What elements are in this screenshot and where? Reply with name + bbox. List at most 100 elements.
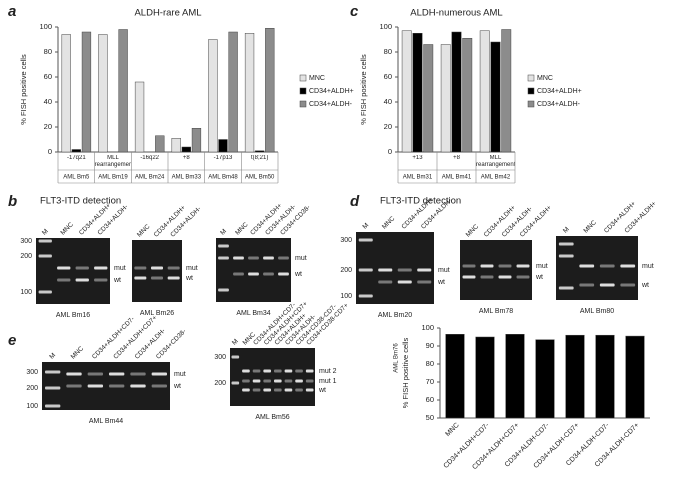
chart-title: ALDH-numerous AML [410, 8, 502, 19]
gel-band [248, 256, 259, 260]
y-tick-label: 90 [426, 341, 434, 350]
y-tick-label: 60 [384, 72, 392, 81]
gel-band [108, 384, 125, 388]
bar [412, 33, 423, 153]
bar [505, 334, 525, 419]
y-tick-label: 80 [384, 47, 392, 56]
y-tick-label: 80 [426, 359, 434, 368]
gel-band [305, 388, 314, 392]
gel-band [134, 266, 147, 270]
chart-title: ALDH-rare AML [134, 8, 201, 19]
legend-swatch [527, 74, 535, 82]
band-label: wt [535, 274, 543, 281]
gel-band [44, 404, 61, 408]
gel-image [36, 238, 110, 304]
bar [625, 335, 645, 419]
gel-image [216, 238, 291, 302]
gel-band [558, 254, 574, 258]
bar [218, 139, 228, 153]
bar [479, 30, 490, 153]
gel-band [231, 355, 240, 359]
gel-band [233, 256, 244, 260]
group-label: AML Bm24 [135, 175, 165, 181]
bar [451, 31, 462, 153]
gel-band [295, 388, 303, 392]
y-tick-label: 0 [48, 147, 52, 156]
group-label: AML Bm33 [172, 175, 202, 181]
y-axis-label: % FISH positive cells [401, 338, 410, 409]
bar [98, 34, 108, 153]
ladder-label: 100 [340, 293, 352, 300]
band-label: wt [318, 387, 326, 394]
panel-letter: a [8, 3, 16, 20]
bar [401, 30, 412, 153]
band-label: wt [185, 275, 193, 282]
gel-band [620, 283, 636, 287]
gel-band [248, 272, 259, 276]
gel-band [75, 278, 89, 282]
gel-band [273, 379, 282, 383]
band-label: mut [438, 267, 450, 274]
gel-band [263, 256, 274, 260]
x-tick-label-box: -17q21 [67, 155, 86, 161]
gel-band [305, 379, 314, 383]
band-label: mut 2 [319, 368, 337, 375]
y-tick-label: 100 [39, 22, 52, 31]
band-label: mut [186, 265, 198, 272]
lane-label: CD34+ALDH- [169, 205, 202, 238]
gel-band [38, 290, 52, 294]
bar [118, 29, 128, 153]
lane-label: M [41, 228, 50, 237]
band-label: wt [294, 271, 302, 278]
bar [155, 135, 165, 153]
bar [490, 41, 501, 153]
lane-label: MNC [381, 215, 397, 231]
gel-band [417, 280, 432, 284]
gel-band [231, 381, 240, 385]
panel-title: FLT3-ITD detection [40, 196, 121, 207]
gel-band [130, 372, 146, 376]
y-tick-label: 60 [44, 72, 52, 81]
lane-label: MNC [234, 221, 250, 237]
gel-band [151, 372, 168, 376]
gel-band [397, 268, 412, 272]
band-label: mut [536, 263, 548, 270]
gel-band [417, 268, 432, 272]
bar [595, 334, 615, 419]
gel-band [498, 264, 512, 268]
gel-band [167, 276, 180, 280]
bar [501, 29, 512, 153]
gel-band [462, 264, 476, 268]
ladder-label: 300 [20, 238, 32, 245]
gel-band [167, 266, 180, 270]
bar [475, 336, 495, 419]
panel-letter: c [350, 3, 359, 20]
gel-band [134, 276, 147, 280]
x-tick-label: +8 [453, 155, 460, 161]
gel-image [230, 348, 315, 406]
ladder-label: 200 [26, 385, 38, 392]
sample-label: AML Bm78 [479, 308, 513, 315]
bar [171, 138, 181, 153]
y-tick-label: 20 [44, 122, 52, 131]
ladder-label: 200 [20, 253, 32, 260]
gel-band [378, 280, 393, 284]
ladder-label: 200 [340, 267, 352, 274]
legend-label: CD34+ALDH- [537, 101, 581, 108]
x-tick-label: MLL rearrangement [94, 155, 132, 168]
gel-image [42, 362, 170, 410]
y-tick-label: 40 [384, 97, 392, 106]
group-label: AML Bm50 [245, 175, 275, 181]
x-tick-label: +13 [412, 155, 423, 161]
lane-label: M [231, 338, 240, 347]
lane-label: MNC [136, 223, 152, 239]
gel-band [480, 275, 494, 279]
x-tick-label: -17p13 [213, 155, 233, 161]
gel-band [218, 244, 229, 248]
gel-band [558, 242, 574, 246]
band-label: wt [173, 383, 181, 390]
y-tick-label: 40 [44, 97, 52, 106]
legend-swatch [299, 87, 307, 95]
gel-band [218, 256, 229, 260]
